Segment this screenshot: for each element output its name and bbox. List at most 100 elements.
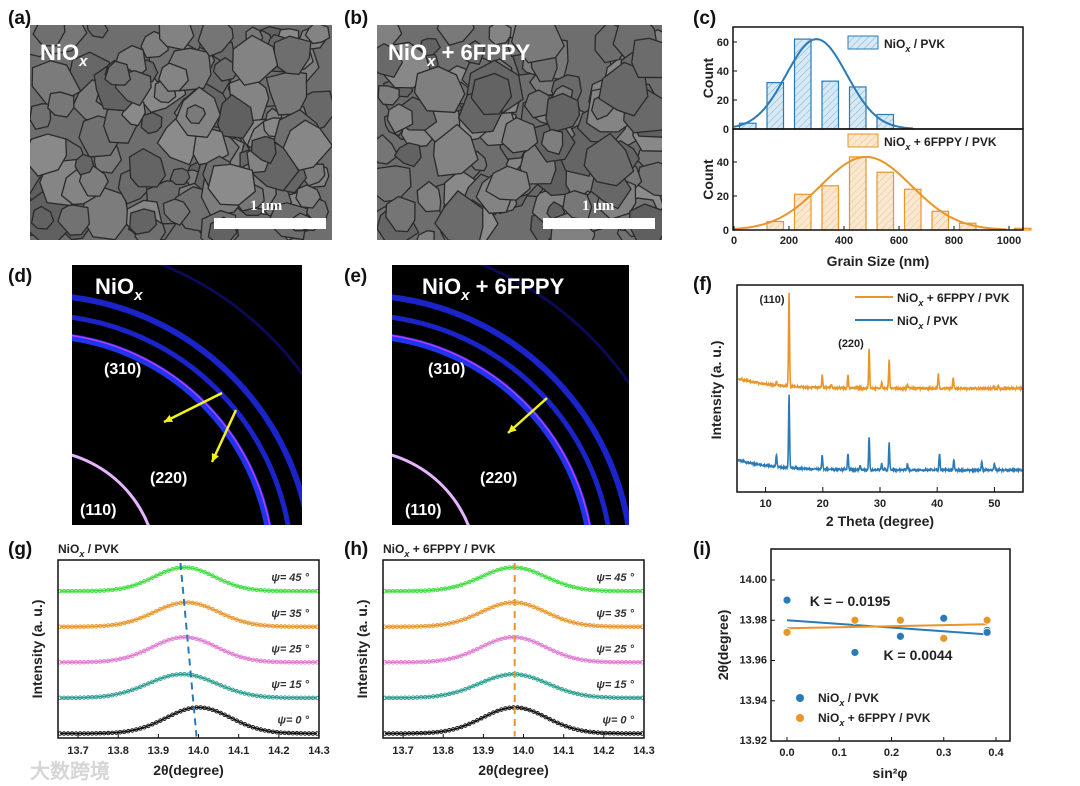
data-marker <box>438 587 444 592</box>
arrow-icon <box>211 453 219 462</box>
data-marker <box>430 658 436 664</box>
data-marker <box>138 726 143 731</box>
legend-label: NiOx / PVK <box>884 37 945 54</box>
data-marker <box>583 729 589 734</box>
data-marker <box>539 642 544 648</box>
psi-label: ψ= 0 ° <box>602 715 634 727</box>
data-marker <box>475 576 480 581</box>
x-tick-label: 13.7 <box>392 745 413 757</box>
data-marker <box>122 690 127 695</box>
x-tick-label: 13.9 <box>148 745 169 757</box>
data-marker <box>242 585 247 591</box>
data-marker <box>218 710 223 716</box>
data-marker <box>543 680 548 685</box>
data-marker <box>559 651 564 657</box>
data-marker <box>438 729 444 734</box>
data-marker <box>270 729 276 734</box>
grain <box>197 25 234 57</box>
data-marker <box>202 569 207 575</box>
data-marker <box>559 722 564 727</box>
data-marker <box>146 577 151 582</box>
data-marker <box>222 712 227 718</box>
data-point <box>895 615 905 625</box>
grain <box>47 91 75 118</box>
chart-title: NiOx + 6FPPY / PVK <box>383 542 496 559</box>
grain <box>32 25 66 47</box>
grain <box>295 184 322 209</box>
grain <box>207 163 256 206</box>
data-marker <box>519 705 524 711</box>
x-tick-label: 14.0 <box>513 745 534 757</box>
data-marker <box>539 572 544 578</box>
data-marker <box>258 727 264 732</box>
data-marker <box>226 686 231 691</box>
data-marker <box>475 718 480 723</box>
data-marker <box>154 677 159 683</box>
data-marker <box>531 709 536 714</box>
data-marker <box>459 724 464 730</box>
data-marker <box>250 621 255 627</box>
data-marker <box>130 618 135 624</box>
watermark: 大数跨境 <box>30 759 110 783</box>
data-marker <box>190 565 195 571</box>
data-marker <box>246 620 251 626</box>
grain <box>304 25 331 45</box>
data-marker <box>503 600 508 606</box>
data-marker <box>499 673 504 678</box>
data-marker <box>262 728 268 733</box>
data-marker <box>531 639 536 644</box>
data-marker <box>575 621 580 626</box>
data-marker <box>430 694 436 699</box>
data-marker <box>531 569 536 574</box>
data-marker <box>246 692 251 697</box>
data-marker <box>206 605 211 610</box>
data-marker <box>126 654 131 660</box>
histogram-bar <box>821 185 840 231</box>
grain <box>86 25 109 39</box>
data-marker <box>154 608 159 614</box>
panel-label-g: (g) <box>8 539 32 560</box>
grain <box>140 111 163 135</box>
ring-label-310-e: (310) <box>428 361 465 378</box>
data-marker <box>142 614 147 619</box>
data-marker <box>142 682 147 688</box>
data-marker <box>579 621 585 627</box>
data-marker <box>170 672 175 678</box>
data-marker <box>117 729 123 735</box>
peak-curve <box>60 636 317 664</box>
arrow-line <box>507 397 548 434</box>
data-point <box>782 595 792 605</box>
data-marker <box>563 618 568 623</box>
scale-bar-b <box>543 218 655 229</box>
data-marker <box>475 611 480 617</box>
data-marker <box>126 584 131 590</box>
data-marker <box>523 601 528 607</box>
data-marker <box>459 688 464 693</box>
data-marker <box>109 692 115 698</box>
data-marker <box>543 609 548 615</box>
data-marker <box>109 587 115 593</box>
data-marker <box>113 657 119 662</box>
data-marker <box>218 610 223 616</box>
data-point <box>939 633 949 643</box>
x-axis-label: 2θ(degree) <box>478 762 549 778</box>
grain <box>104 60 132 86</box>
data-marker <box>551 613 556 618</box>
x-axis-label: Grain Size (nm) <box>827 253 930 269</box>
data-marker <box>523 566 528 572</box>
data-marker <box>527 707 532 713</box>
data-marker <box>170 636 175 642</box>
data-marker <box>226 650 231 655</box>
data-marker <box>463 686 468 692</box>
data-marker <box>97 694 103 699</box>
scale-bar-label-a: 1 μm <box>250 198 283 214</box>
data-marker <box>105 693 111 698</box>
legend-marker <box>796 694 804 702</box>
data-marker <box>238 584 243 590</box>
data-marker <box>447 728 452 733</box>
ring-label-110-d: (110) <box>80 502 116 519</box>
data-marker <box>146 723 151 729</box>
data-marker <box>142 725 147 730</box>
data-marker <box>222 612 227 617</box>
